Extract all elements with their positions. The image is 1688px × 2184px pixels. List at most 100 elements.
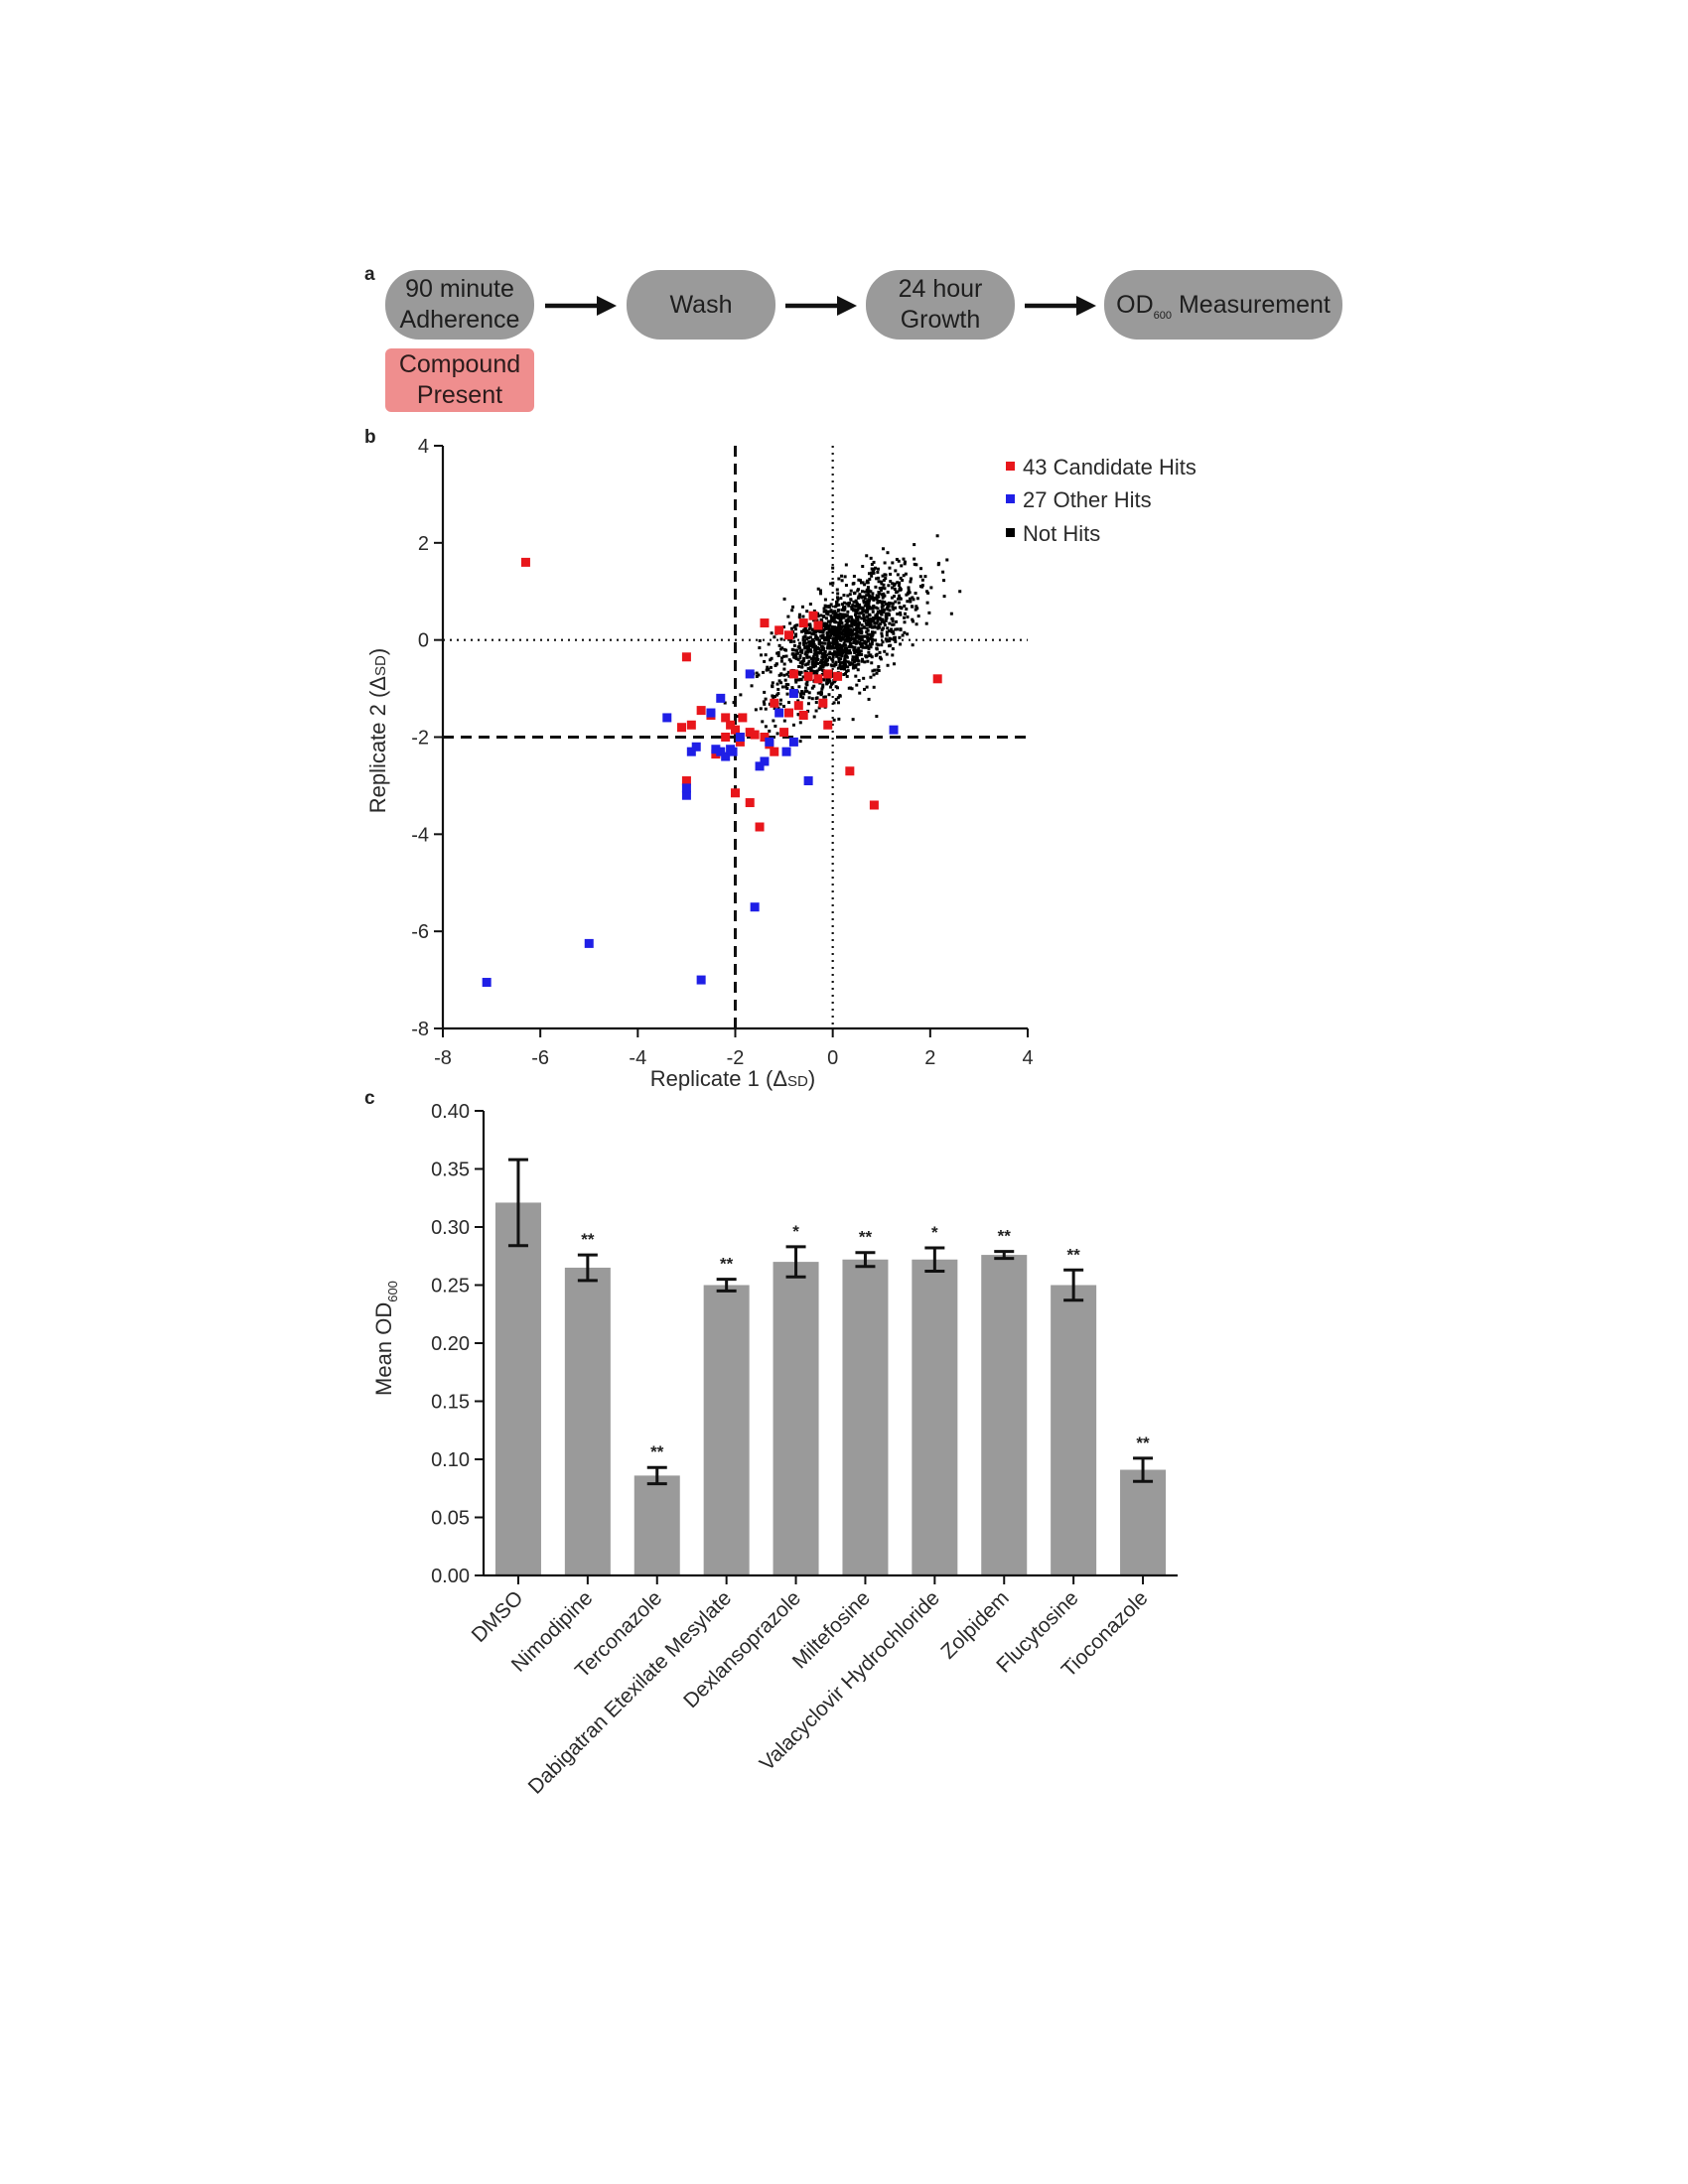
scatter-point-not-hit: [894, 606, 898, 610]
scatter-point-not-hit: [882, 620, 886, 624]
scatter-point-not-hit: [862, 601, 866, 605]
scatter-point-not-hit: [802, 656, 806, 660]
scatter-point-not-hit: [866, 609, 870, 613]
significance-marker: **: [1067, 1245, 1081, 1264]
scatter-point-not-hit: [906, 600, 910, 604]
scatter-point-not-hit: [825, 610, 829, 614]
scatter-point-not-hit: [797, 613, 801, 616]
scatter-point-not-hit: [819, 690, 823, 694]
bar: [981, 1255, 1028, 1575]
scatter-point-not-hit: [813, 644, 817, 648]
scatter-point-not-hit: [844, 584, 848, 588]
scatter-point-not-hit: [853, 650, 857, 654]
scatter-point-not-hit: [852, 582, 856, 586]
scatter-point-not-hit: [798, 655, 802, 659]
scatter-point-not-hit: [832, 652, 836, 656]
scatter-point-not-hit: [915, 597, 919, 601]
scatter-point-not-hit: [903, 560, 907, 564]
scatter-point-not-hit: [902, 557, 906, 561]
scatter-point-not-hit: [914, 563, 918, 567]
scatter-point-not-hit: [849, 628, 853, 632]
scatter-point-not-hit: [821, 683, 825, 687]
scatter-point-not-hit: [876, 619, 880, 623]
scatter-point-not-hit: [855, 648, 859, 652]
scatter-point-not-hit: [885, 652, 889, 656]
scatter-point-not-hit: [802, 639, 806, 643]
scatter-point-not-hit: [829, 685, 833, 689]
scatter-point-not-hit: [791, 723, 795, 727]
scatter-point-not-hit: [810, 686, 814, 690]
scatter-point-not-hit: [897, 597, 901, 601]
scatter-point-not-hit: [836, 633, 840, 637]
scatter-point-not-hit: [846, 669, 850, 673]
scatter-point-not-hit: [904, 612, 908, 615]
scatter-point-not-hit: [891, 561, 895, 565]
scatter-point-not-hit: [794, 680, 798, 684]
scatter-point-not-hit: [891, 586, 895, 590]
scatter-point-not-hit: [895, 557, 899, 561]
scatter-x-tick-label: -8: [434, 1047, 452, 1069]
scatter-point-not-hit: [798, 721, 802, 725]
scatter-point-other-hit: [750, 902, 760, 912]
scatter-point-not-hit: [817, 667, 821, 671]
scatter-point-not-hit: [836, 650, 840, 654]
scatter-point-not-hit: [878, 656, 882, 660]
scatter-x-tick-label: -6: [531, 1047, 549, 1069]
scatter-point-not-hit: [875, 614, 879, 618]
scatter-point-not-hit: [901, 633, 905, 637]
scatter-point-not-hit: [800, 690, 804, 694]
scatter-point-not-hit: [833, 628, 837, 632]
scatter-point-not-hit: [897, 559, 901, 563]
scatter-point-candidate-hit: [745, 728, 755, 738]
compound-line2: Present: [416, 381, 503, 409]
scatter-point-not-hit: [877, 611, 881, 614]
scatter-point-not-hit: [813, 647, 817, 651]
scatter-point-not-hit: [894, 569, 898, 573]
scatter-point-not-hit: [898, 594, 902, 598]
scatter-point-not-hit: [913, 557, 916, 561]
scatter-point-not-hit: [794, 652, 798, 656]
scatter-point-not-hit: [857, 646, 861, 650]
scatter-point-not-hit: [857, 640, 861, 644]
scatter-point-not-hit: [790, 647, 794, 651]
scatter-point-not-hit: [866, 632, 870, 636]
scatter-point-not-hit: [862, 616, 866, 620]
scatter-point-not-hit: [794, 632, 798, 636]
scatter-point-not-hit: [828, 635, 832, 639]
scatter-point-not-hit: [852, 609, 856, 613]
scatter-point-not-hit: [887, 604, 891, 608]
scatter-point-candidate-hit: [783, 708, 793, 718]
scatter-point-not-hit: [872, 567, 876, 571]
scatter-point-not-hit: [850, 624, 854, 628]
scatter-point-not-hit: [795, 623, 799, 627]
scatter-point-not-hit: [862, 614, 866, 617]
scatter-point-not-hit: [878, 625, 882, 629]
scatter-point-not-hit: [868, 632, 872, 636]
scatter-point-not-hit: [914, 605, 918, 609]
scatter-point-not-hit: [935, 534, 939, 538]
scatter-point-not-hit: [800, 659, 804, 663]
scatter-point-not-hit: [843, 625, 847, 629]
scatter-point-not-hit: [854, 627, 858, 631]
scatter-point-not-hit: [876, 607, 880, 611]
scatter-point-not-hit: [867, 646, 871, 650]
scatter-point-not-hit: [806, 636, 810, 640]
scatter-point-not-hit: [853, 591, 857, 595]
scatter-point-not-hit: [805, 654, 809, 658]
scatter-point-not-hit: [869, 617, 873, 621]
scatter-point-not-hit: [864, 609, 868, 613]
bar-y-tick-label: 0.20: [431, 1333, 470, 1355]
scatter-point-not-hit: [896, 581, 900, 585]
scatter-point-not-hit: [815, 669, 819, 673]
scatter-point-other-hit: [662, 713, 672, 723]
scatter-point-not-hit: [800, 661, 804, 665]
bar-ylabel-sub: 600: [385, 1281, 400, 1302]
scatter-point-not-hit: [844, 649, 848, 653]
scatter-point-not-hit: [865, 685, 869, 689]
scatter-point-not-hit: [772, 696, 775, 700]
scatter-point-not-hit: [929, 586, 933, 590]
scatter-point-not-hit: [866, 579, 870, 583]
scatter-point-not-hit: [850, 633, 854, 637]
scatter-point-not-hit: [828, 623, 832, 627]
scatter-point-not-hit: [777, 643, 781, 647]
